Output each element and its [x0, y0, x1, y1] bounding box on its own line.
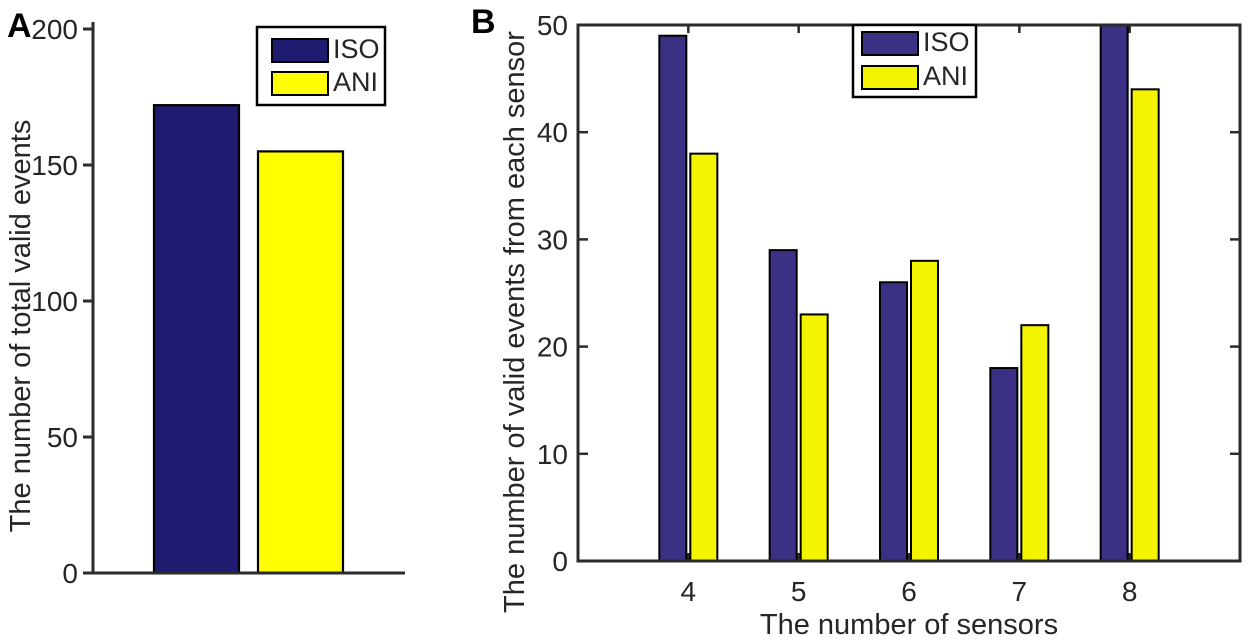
bar-iso-7	[989, 367, 1019, 563]
bar-ani-5	[799, 313, 829, 562]
bar-ani-7	[1020, 324, 1050, 562]
bar-ani-4	[689, 152, 719, 562]
panel-b-letter: B	[471, 3, 496, 41]
bar-iso-4	[658, 34, 688, 563]
panel-a-letter: A	[7, 7, 32, 45]
x-tick-label: 5	[791, 576, 807, 607]
y-tick-label: 0	[62, 558, 78, 589]
bar-ani-8	[1130, 88, 1160, 562]
bar-iso-5	[768, 249, 798, 562]
legend-label-ani: ANI	[333, 67, 378, 97]
legend-label-iso: ISO	[923, 27, 970, 57]
y-tick-label: 50	[47, 422, 78, 453]
legend-swatch-iso	[861, 31, 919, 56]
x-tick-label: 6	[901, 576, 917, 607]
x-axis-title: The number of sensors	[760, 609, 1058, 641]
y-tick-label: 50	[537, 10, 568, 41]
y-tick-label: 0	[552, 546, 568, 577]
y-tick-label: 100	[31, 286, 78, 317]
x-tick-label: 4	[681, 576, 697, 607]
bar-ani	[256, 150, 345, 575]
y-tick-label: 30	[537, 224, 568, 255]
x-tick-label: 8	[1122, 576, 1138, 607]
bar-iso	[152, 104, 241, 575]
y-tick-label: 200	[31, 14, 78, 45]
legend-swatch-ani	[861, 65, 919, 90]
y-axis-title: The number of total valid events	[5, 120, 37, 533]
legend-swatch-iso	[271, 38, 329, 63]
panel-b: 0 10 20 30 40 50 4 5 6 7 8 The number of sensors The…	[499, 10, 1242, 641]
bar-ani-6	[910, 259, 939, 562]
legend-label-ani: ANI	[923, 61, 968, 91]
x-tick-label: 7	[1012, 576, 1028, 607]
y-axis-title: The number of valid events from each sen…	[499, 31, 531, 613]
panel-a: 0 50 100 150 200 The number of total valid ev…	[5, 14, 405, 589]
bar-iso-8	[1099, 24, 1129, 562]
y-tick-label: 40	[537, 117, 568, 148]
legend-label-iso: ISO	[333, 34, 380, 64]
bar-iso-6	[879, 281, 908, 562]
y-tick-label: 150	[31, 150, 78, 181]
y-tick-label: 20	[537, 332, 568, 363]
y-tick-label: 10	[537, 439, 568, 470]
legend-swatch-ani	[271, 71, 329, 96]
